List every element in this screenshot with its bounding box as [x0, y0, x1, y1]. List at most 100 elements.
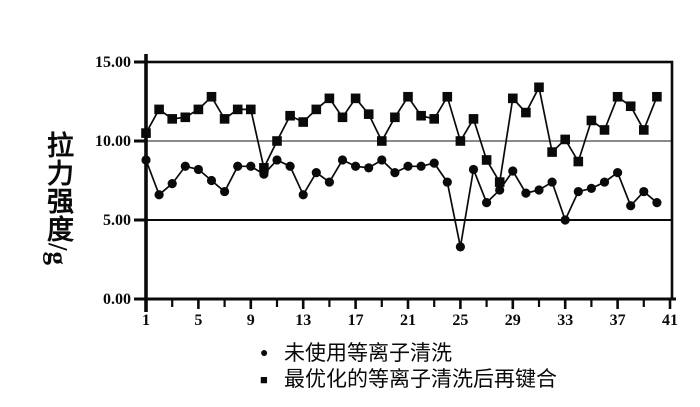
data-point-square	[468, 114, 479, 124]
data-point-square	[560, 134, 570, 145]
x-tick-label: 25	[452, 312, 468, 329]
data-point-circle	[272, 155, 282, 165]
circle-marker-icon: ●	[260, 346, 269, 361]
data-point-square	[625, 101, 636, 112]
data-point-square	[534, 82, 544, 93]
data-point-square	[639, 125, 649, 135]
data-point-circle	[364, 163, 374, 173]
data-point-square	[232, 104, 243, 115]
data-point-circle	[141, 155, 151, 165]
data-point-circle	[233, 161, 243, 171]
data-point-circle	[429, 158, 439, 168]
data-point-circle	[206, 175, 217, 186]
data-point-square	[455, 136, 466, 146]
data-point-circle	[337, 155, 348, 165]
data-point-square	[599, 125, 610, 135]
data-point-circle	[167, 179, 177, 189]
data-point-square	[272, 136, 282, 146]
data-point-circle	[193, 164, 203, 175]
x-tick-label: 29	[505, 312, 521, 329]
data-point-circle	[534, 185, 544, 195]
data-point-circle	[416, 161, 426, 171]
legend: ● 未使用等离子清洗 ■ 最优化的等离子清洗后再键合	[260, 341, 557, 392]
legend-item-optimized-plasma-clean: ■ 最优化的等离子清洗后再键合	[260, 367, 557, 392]
data-point-circle	[351, 161, 361, 171]
y-tick-label: 0.00	[103, 291, 131, 308]
data-point-square	[141, 128, 151, 138]
y-tick-label: 15.00	[95, 54, 131, 71]
data-point-circle	[639, 186, 649, 197]
data-point-square	[377, 136, 387, 146]
data-point-circle	[521, 188, 531, 198]
data-point-square	[494, 177, 505, 187]
x-tick-label: 33	[557, 312, 573, 329]
data-point-circle	[626, 201, 636, 211]
data-point-circle	[482, 198, 492, 208]
square-marker-icon: ■	[260, 372, 268, 387]
data-point-square	[508, 93, 518, 104]
data-point-circle	[403, 161, 413, 171]
data-point-circle	[573, 186, 583, 197]
series-line-square	[145, 84, 658, 185]
data-point-circle	[298, 190, 308, 200]
data-point-square	[416, 110, 426, 121]
data-point-square	[363, 109, 374, 119]
data-point-circle	[547, 177, 557, 187]
data-point-square	[586, 115, 597, 126]
data-point-circle	[377, 155, 387, 165]
data-point-circle	[285, 161, 295, 171]
data-point-circle	[311, 168, 321, 178]
data-point-circle	[442, 177, 452, 187]
y-tick-label: 10.00	[95, 133, 131, 150]
data-point-square	[481, 155, 492, 165]
data-point-square	[350, 93, 361, 104]
data-point-square	[403, 91, 413, 102]
data-point-circle	[220, 186, 230, 197]
data-point-square	[547, 147, 557, 157]
data-point-square	[429, 114, 439, 124]
x-tick-label: 13	[295, 312, 311, 329]
data-point-square	[337, 112, 348, 123]
data-point-square	[167, 114, 177, 124]
y-axis-label: 拉力强度/g	[43, 131, 73, 267]
data-point-square	[390, 112, 400, 123]
data-point-circle	[180, 161, 190, 171]
x-tick-label: 5	[194, 312, 202, 329]
data-point-square	[206, 91, 217, 102]
data-point-square	[154, 104, 164, 115]
data-point-circle	[495, 185, 505, 195]
data-point-circle	[508, 166, 518, 176]
data-point-circle	[154, 190, 164, 200]
x-tick-label: 9	[247, 312, 255, 329]
x-tick-label: 21	[400, 312, 416, 329]
data-point-circle	[586, 183, 597, 193]
data-point-square	[311, 104, 322, 115]
data-point-circle	[560, 215, 570, 225]
chart-canvas: 0.00 5.00 10.00 15.00 1 5 9 13 17 21 25 29 33 37 41	[95, 54, 678, 329]
data-point-square	[442, 91, 453, 102]
series-line-circle	[145, 158, 658, 248]
data-point-square	[324, 93, 335, 104]
data-point-square	[285, 110, 295, 121]
legend-label: 最优化的等离子清洗后再键合	[284, 367, 557, 391]
data-point-square	[652, 91, 662, 102]
data-point-square	[180, 112, 191, 123]
y-tick-label: 5.00	[103, 212, 131, 229]
legend-label: 未使用等离子清洗	[284, 341, 452, 365]
data-point-square	[521, 107, 531, 118]
data-point-circle	[613, 168, 623, 178]
data-point-square	[259, 163, 269, 173]
data-point-circle	[324, 177, 334, 187]
data-point-circle	[455, 242, 465, 252]
x-tick-label: 1	[142, 312, 150, 329]
data-point-square	[193, 104, 204, 115]
x-tick-label: 37	[610, 312, 626, 329]
data-point-square	[573, 156, 584, 167]
x-tick-label: 41	[662, 312, 678, 329]
data-point-square	[612, 91, 623, 102]
data-point-circle	[468, 164, 479, 175]
data-point-square	[246, 104, 256, 115]
data-point-circle	[246, 161, 256, 171]
data-point-square	[219, 114, 230, 124]
